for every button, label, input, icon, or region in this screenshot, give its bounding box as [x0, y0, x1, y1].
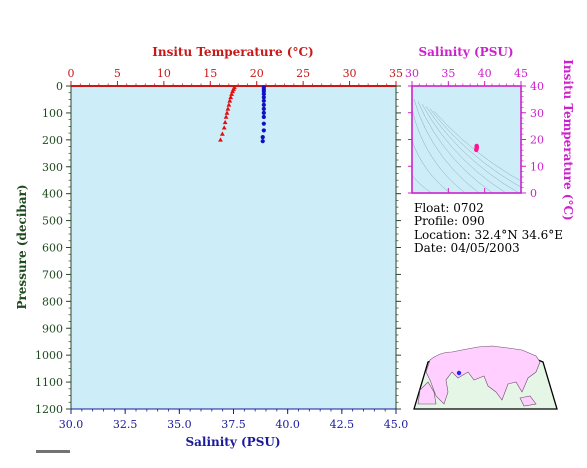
map-land	[425, 345, 541, 405]
temperature-point	[221, 125, 227, 130]
ts-x-tick-label: 40	[478, 67, 492, 80]
y-tick-label: 700	[42, 268, 63, 281]
temperature-point	[227, 98, 233, 103]
bottom-tick-label: 45.0	[384, 418, 409, 431]
ts-y-tick-label: 10	[530, 160, 544, 173]
top-tick-label: 5	[114, 67, 121, 80]
location: Location: 32.4°N 34.6°E	[414, 228, 563, 242]
salinity-point	[260, 135, 265, 140]
ts-x-axis-title: Salinity (PSU)	[418, 45, 513, 59]
ts-y-tick-label: 0	[530, 187, 537, 200]
top-tick-label: 20	[250, 67, 264, 80]
temperature-point	[226, 102, 232, 107]
ts-point	[474, 147, 479, 153]
map-land-islands	[519, 395, 537, 407]
ts-plot-area	[412, 86, 521, 193]
footer-caption-mark	[36, 450, 70, 453]
ts-y-tick-label: 40	[530, 80, 544, 93]
ts-x-tick-label: 35	[441, 67, 455, 80]
temperature-point	[229, 91, 235, 96]
bottom-tick-label: 40.0	[275, 418, 300, 431]
float-location-marker	[456, 370, 462, 376]
ts-y-tick-label: 30	[530, 107, 544, 120]
ts-y-tick-label: 20	[530, 134, 544, 147]
salinity-point	[261, 95, 266, 100]
salinity-point	[261, 98, 266, 103]
salinity-point	[261, 110, 266, 116]
y-tick-label: 300	[42, 161, 63, 174]
y-axis-title: Pressure (decibar)	[15, 184, 29, 309]
bottom-axis-title: Salinity (PSU)	[185, 435, 280, 449]
top-tick-label: 30	[343, 67, 357, 80]
temperature-point	[218, 137, 223, 142]
temperature-point	[225, 106, 231, 111]
y-tick-label: 0	[56, 80, 63, 93]
salinity-point	[261, 114, 266, 120]
temperature-point	[228, 94, 234, 100]
bottom-tick-label: 30.0	[59, 418, 84, 431]
bottom-tick-label: 32.5	[113, 418, 138, 431]
y-tick-label: 400	[42, 188, 63, 201]
y-tick-label: 600	[42, 242, 63, 255]
y-tick-label: 200	[42, 134, 63, 147]
salinity-point	[261, 121, 266, 126]
top-tick-label: 25	[296, 67, 310, 80]
y-tick-label: 1000	[35, 349, 63, 362]
salinity-point	[261, 91, 266, 97]
profile-number: Profile: 090	[414, 214, 485, 228]
y-tick-label: 1100	[35, 376, 63, 389]
density-contour-line	[429, 108, 521, 188]
y-tick-label: 900	[42, 322, 63, 335]
temperature-point	[222, 119, 228, 125]
profile-plot-area	[71, 86, 396, 409]
y-tick-label: 100	[42, 107, 63, 120]
top-tick-label: 15	[203, 67, 217, 80]
y-tick-label: 800	[42, 295, 63, 308]
salinity-point	[261, 102, 266, 107]
locator-map	[413, 345, 558, 410]
bottom-tick-label: 42.5	[330, 418, 355, 431]
top-tick-label: 10	[157, 67, 171, 80]
bottom-tick-label: 35.0	[167, 418, 192, 431]
temperature-point	[224, 110, 230, 115]
ts-x-tick-label: 45	[514, 67, 528, 80]
top-tick-label: 35	[389, 67, 403, 80]
top-tick-label: 0	[68, 67, 75, 80]
top-axis-title: Insitu Temperature (°C)	[152, 45, 313, 59]
y-tick-label: 500	[42, 215, 63, 228]
ts-x-tick-label: 30	[405, 67, 419, 80]
float-id: Float: 0702	[414, 201, 484, 215]
density-contour-line	[433, 111, 521, 182]
date: Date: 04/05/2003	[414, 241, 520, 255]
bottom-tick-label: 37.5	[221, 418, 246, 431]
salinity-point	[260, 139, 265, 144]
salinity-point	[261, 106, 266, 111]
temperature-point	[219, 131, 225, 136]
y-tick-label: 1200	[35, 403, 63, 416]
salinity-point	[261, 128, 266, 133]
map-land-africa	[417, 381, 437, 405]
temperature-point	[223, 114, 229, 119]
ts-y-axis-title: Insitu Temperature (°C)	[561, 59, 575, 220]
